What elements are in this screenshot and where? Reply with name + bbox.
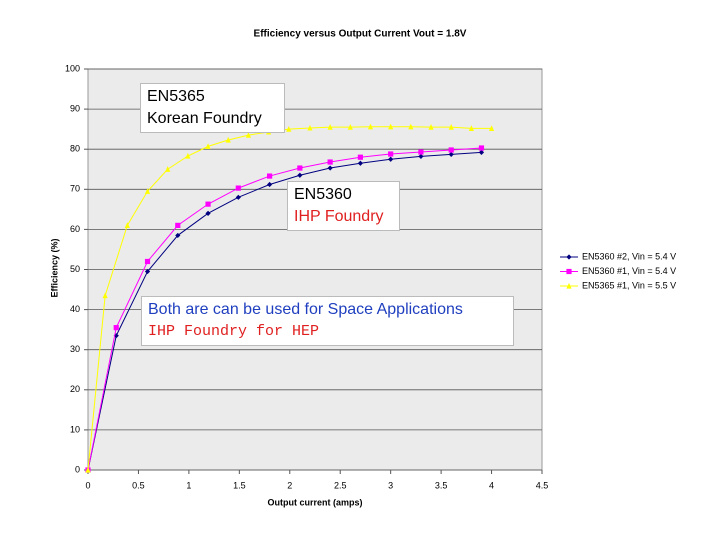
x-axis-title: Output current (amps)	[267, 497, 362, 507]
x-tick-label: 0	[85, 480, 90, 490]
legend: EN5360 #2, Vin = 5.4 V EN5360 #1, Vin = 5…	[560, 251, 676, 290]
annotation: EN5365 Korean Foundry	[140, 83, 285, 133]
x-tick-label: 3	[388, 480, 393, 490]
x-tick-label: 1.5	[233, 480, 246, 490]
y-tick-label: 20	[70, 384, 80, 394]
legend-marker	[566, 268, 572, 275]
y-tick-label: 100	[65, 63, 80, 73]
marker	[205, 143, 211, 149]
marker	[418, 149, 424, 155]
marker	[205, 210, 211, 216]
y-tick-label: 0	[75, 464, 80, 474]
x-tick-label: 1	[186, 480, 191, 490]
legend-label: EN5360 #2, Vin = 5.4 V	[582, 251, 676, 261]
y-tick-label: 10	[70, 424, 80, 434]
marker	[175, 232, 181, 239]
legend-label: EN5365 #1, Vin = 5.5 V	[582, 280, 676, 290]
marker	[113, 333, 119, 339]
series-line	[87, 147, 482, 471]
annotation-line: Korean Foundry	[147, 110, 262, 127]
marker	[113, 325, 119, 331]
marker	[144, 268, 151, 275]
annotation: Both are can be used for Space Applicati…	[141, 296, 514, 346]
legend-marker	[566, 282, 572, 289]
marker	[327, 159, 333, 165]
marker	[225, 136, 231, 143]
marker	[175, 222, 181, 228]
marker	[418, 153, 424, 160]
marker	[357, 154, 363, 160]
marker	[102, 292, 108, 299]
x-tick-label: 4	[489, 480, 494, 490]
marker	[185, 152, 191, 159]
annotation: EN5360 IHP Foundry	[287, 181, 400, 231]
marker	[235, 185, 241, 191]
series-line	[87, 151, 482, 471]
marker	[468, 125, 474, 131]
marker	[428, 124, 434, 130]
marker	[297, 172, 303, 178]
x-tick-label: 0.5	[132, 480, 145, 490]
y-tick-label: 70	[70, 184, 80, 194]
marker	[478, 145, 485, 151]
marker	[388, 123, 394, 130]
annotation-line: EN5360	[294, 186, 352, 203]
marker	[144, 188, 151, 194]
marker	[388, 151, 394, 157]
marker	[367, 123, 374, 130]
x-tick-label: 2.5	[334, 480, 347, 490]
marker	[124, 222, 130, 228]
x-tick-label: 4.5	[536, 480, 549, 490]
marker	[307, 124, 313, 131]
marker	[448, 147, 454, 153]
marker	[165, 166, 171, 172]
annotation-line: Both are can be used for Space Applicati…	[148, 301, 463, 318]
marker	[235, 194, 241, 200]
y-tick-label: 40	[70, 304, 80, 314]
y-tick-label: 50	[70, 264, 80, 274]
marker	[448, 151, 454, 158]
marker	[144, 258, 151, 265]
y-tick-label: 90	[70, 103, 80, 113]
chart-title: Efficiency versus Output Current Vout = …	[254, 29, 467, 40]
legend-marker	[566, 254, 572, 260]
x-tick-label: 3.5	[435, 480, 448, 490]
marker	[286, 126, 292, 132]
marker	[478, 149, 485, 156]
marker	[297, 165, 303, 171]
marker	[357, 160, 363, 166]
marker	[448, 124, 454, 130]
marker	[327, 124, 333, 130]
marker	[347, 124, 353, 130]
marker	[388, 156, 394, 162]
marker	[245, 132, 252, 138]
marker	[408, 123, 414, 130]
marker	[488, 125, 495, 131]
annotation-line: EN5365	[147, 88, 205, 105]
annotation-line: IHP Foundry	[294, 208, 384, 225]
x-tick-label: 2	[287, 480, 292, 490]
marker	[267, 181, 273, 188]
y-tick-label: 60	[70, 224, 80, 234]
y-axis-title: Efficiency (%)	[49, 238, 59, 297]
y-tick-label: 80	[70, 144, 80, 154]
marker	[327, 165, 333, 171]
marker	[267, 173, 273, 179]
marker	[205, 201, 211, 207]
y-tick-label: 30	[70, 344, 80, 354]
annotation-line: IHP Foundry for HEP	[148, 323, 320, 340]
marker	[85, 466, 91, 473]
legend-label: EN5360 #1, Vin = 5.4 V	[582, 266, 676, 276]
